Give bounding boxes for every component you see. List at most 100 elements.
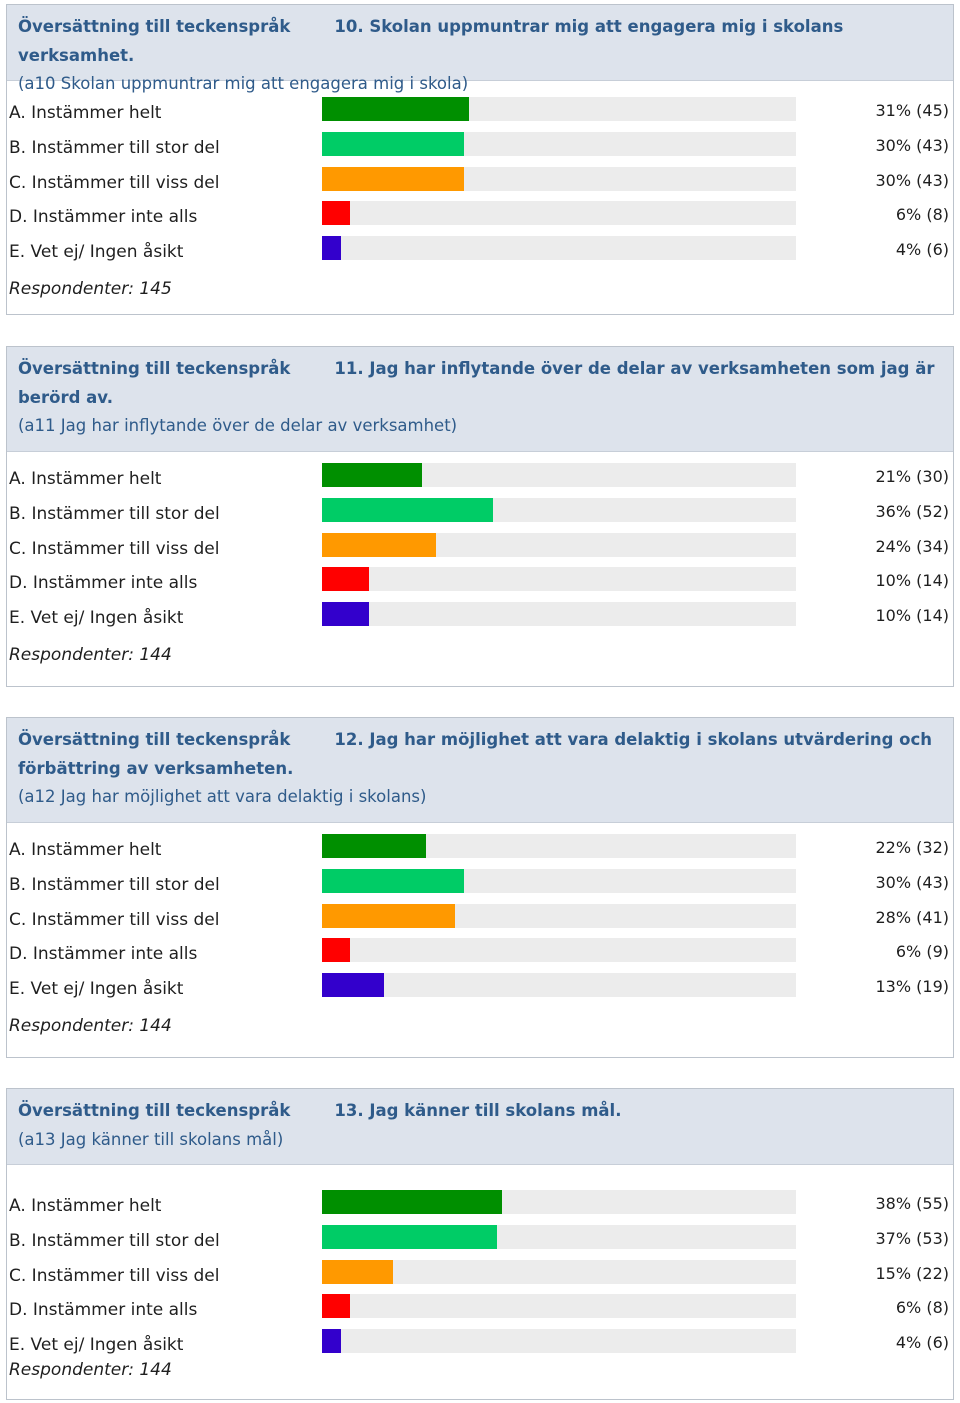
answer-label: D. Instämmer inte alls (9, 573, 198, 594)
answer-label: A. Instämmer helt (9, 103, 162, 123)
answer-value: 31% (45) (875, 101, 950, 120)
answer-label: C. Instämmer till viss del (9, 1265, 220, 1286)
respondents-count: Respondenter: 145 (9, 279, 172, 299)
respondents-count: Respondenter: 144 (9, 1016, 172, 1036)
answer-label: E. Vet ej/ Ingen åsikt (9, 1335, 184, 1356)
question-subtitle: (a10 Skolan uppmuntrar mig att engagera … (18, 74, 469, 93)
bar-track (322, 97, 796, 121)
answer-value: 30% (43) (875, 170, 950, 190)
bar-fill (322, 938, 351, 963)
answer-value: 15% (22) (875, 1263, 950, 1283)
bar-fill (322, 236, 341, 261)
panel-header: Översättning till teckenspråk 13. Jag kän… (7, 1089, 953, 1165)
bar-fill (322, 166, 465, 191)
answer-row: E. Vet ej/ Ingen åsikt 4% (6) (7, 1329, 953, 1364)
panel-header: Översättning till teckenspråk 11. Jag har… (7, 347, 953, 452)
bar-fill (322, 973, 384, 998)
bar-track (322, 868, 796, 893)
answer-label: B. Instämmer till stor del (9, 137, 220, 158)
question-subtitle: (a13 Jag känner till skolans mål) (18, 1129, 284, 1149)
answer-label: C. Instämmer till viss del (9, 538, 220, 559)
bar-fill (322, 868, 465, 893)
bar-track (322, 1190, 796, 1214)
bar-track (322, 567, 796, 592)
panel-header: Översättning till teckenspråk 10. Skolan … (7, 5, 953, 93)
bar-fill (322, 1190, 503, 1214)
answer-label: E. Vet ej/ Ingen åsikt (9, 979, 184, 1000)
respondents-count: Respondenter: 144 (9, 1360, 172, 1380)
answer-row: A. Instämmer helt 22% (32) (7, 834, 953, 869)
answer-row: C. Instämmer till viss del 24% (34) (7, 532, 953, 568)
question-panel-3: Översättning till teckenspråk 12. Jag har… (6, 717, 954, 1058)
answer-label: B. Instämmer till stor del (9, 503, 220, 524)
bar-track (322, 236, 796, 261)
answer-value: 30% (43) (875, 135, 950, 155)
bar-fill (322, 903, 455, 928)
question-title: 11. Jag har inflytande över de delar av … (18, 359, 935, 407)
answer-label: D. Instämmer inte alls (9, 1300, 198, 1321)
answer-value: 6% (8) (895, 205, 949, 225)
answer-row: C. Instämmer till viss del 15% (22) (7, 1259, 953, 1295)
bar-track (322, 1224, 796, 1249)
bar-track (322, 1294, 796, 1319)
bar-track (322, 602, 796, 627)
answer-row: A. Instämmer helt 31% (45) (7, 97, 953, 132)
answer-value: 4% (6) (895, 240, 949, 260)
answer-row: D. Instämmer inte alls 6% (8) (7, 1294, 953, 1329)
bar-fill (322, 97, 469, 121)
question-panel-1: Översättning till teckenspråk 10. Skolan … (6, 4, 954, 315)
bar-track (322, 973, 796, 998)
bar-track (322, 166, 796, 191)
answer-label: B. Instämmer till stor del (9, 1230, 220, 1251)
answer-row: C. Instämmer till viss del 28% (41) (7, 903, 953, 939)
bar-track (322, 834, 796, 858)
bar-fill (322, 1294, 351, 1319)
question-subtitle: (a12 Jag har möjlighet att vara delaktig… (18, 787, 427, 806)
answer-label: D. Instämmer inte alls (9, 944, 198, 965)
answer-label: C. Instämmer till viss del (9, 172, 220, 193)
panel-header: Översättning till teckenspråk 12. Jag har… (7, 718, 953, 823)
answer-value: 30% (43) (875, 872, 950, 892)
answer-row: B. Instämmer till stor del 36% (52) (7, 497, 953, 533)
answer-row: E. Vet ej/ Ingen åsikt 13% (19) (7, 973, 953, 1008)
bar-fill (322, 497, 493, 522)
bar-fill (322, 834, 427, 858)
answer-row: E. Vet ej/ Ingen åsikt 4% (6) (7, 236, 953, 271)
bar-track (322, 903, 796, 928)
answer-label: A. Instämmer helt (9, 469, 162, 489)
answer-label: D. Instämmer inte alls (9, 207, 198, 228)
question-panel-2: Översättning till teckenspråk 11. Jag har… (6, 346, 954, 687)
answer-row: A. Instämmer helt 38% (55) (7, 1190, 953, 1225)
bar-track (322, 497, 796, 522)
answer-row: C. Instämmer till viss del 30% (43) (7, 166, 953, 202)
answer-label: A. Instämmer helt (9, 1196, 162, 1216)
panel-header-text: Översättning till teckenspråk 10. Skolan … (18, 13, 943, 99)
question-title: 12. Jag har möjlighet att vara delaktig … (18, 730, 933, 778)
answer-value: 21% (30) (875, 467, 950, 486)
answer-label: A. Instämmer helt (9, 840, 162, 860)
sign-language-link[interactable]: Översättning till teckenspråk (18, 730, 291, 749)
bar-track (322, 463, 796, 487)
answer-value: 38% (55) (875, 1194, 950, 1213)
answer-value: 6% (9) (895, 942, 949, 962)
answer-row: A. Instämmer helt 21% (30) (7, 463, 953, 498)
answer-value: 36% (52) (875, 501, 950, 521)
answer-value: 22% (32) (875, 838, 950, 857)
bar-fill (322, 532, 436, 557)
answer-value: 13% (19) (875, 977, 950, 997)
sign-language-link[interactable]: Översättning till teckenspråk (18, 17, 291, 36)
answer-value: 6% (8) (895, 1298, 949, 1318)
bar-fill (322, 1329, 341, 1354)
answer-label: E. Vet ej/ Ingen åsikt (9, 608, 184, 629)
panel-header-text: Översättning till teckenspråk 13. Jag kän… (18, 1097, 943, 1154)
bar-track (322, 1329, 796, 1354)
answer-row: D. Instämmer inte alls 6% (9) (7, 938, 953, 973)
bar-fill (322, 1224, 498, 1249)
bar-track (322, 201, 796, 226)
answer-row: B. Instämmer till stor del 37% (53) (7, 1224, 953, 1260)
sign-language-link[interactable]: Översättning till teckenspråk (18, 1101, 291, 1120)
answer-value: 10% (14) (875, 571, 950, 591)
answer-row: D. Instämmer inte alls 10% (14) (7, 567, 953, 602)
sign-language-link[interactable]: Översättning till teckenspråk (18, 359, 291, 378)
answer-row: E. Vet ej/ Ingen åsikt 10% (14) (7, 602, 953, 637)
